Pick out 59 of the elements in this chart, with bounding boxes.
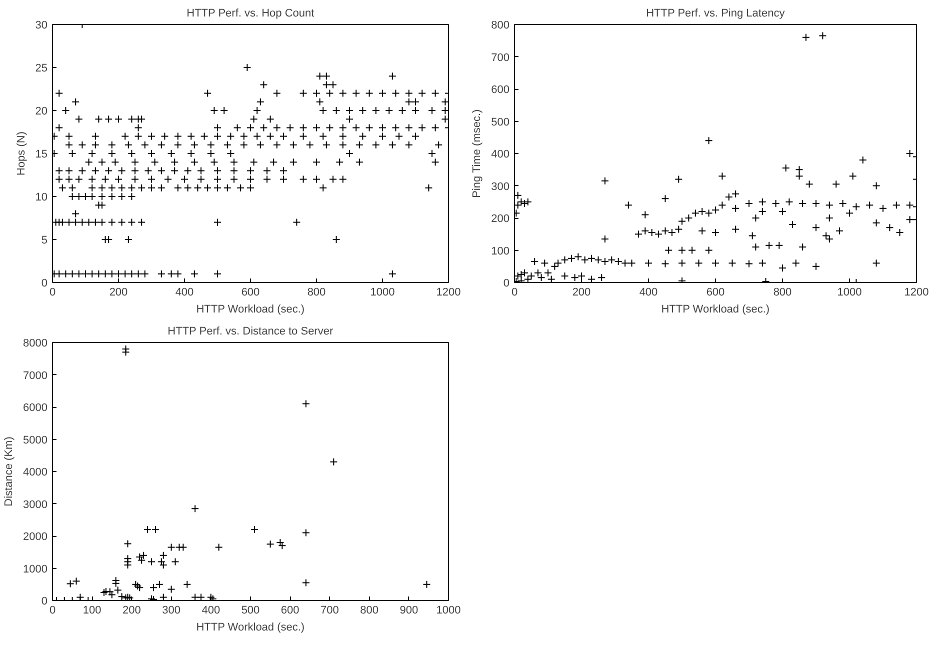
x-tick-label: 1000 <box>436 604 461 616</box>
chart-title: HTTP Perf. vs. Ping Latency <box>646 8 786 20</box>
y-tick-label: 8000 <box>23 338 48 350</box>
y-tick-label: 400 <box>491 148 510 160</box>
x-tick-label: 1200 <box>436 286 461 298</box>
x-tick-label: 500 <box>241 604 260 616</box>
y-tick-label: 4000 <box>23 466 48 478</box>
y-tick-label: 300 <box>491 180 510 193</box>
x-axis-title: HTTP Workload (sec.) <box>661 304 770 316</box>
x-tick-label: 200 <box>122 604 141 616</box>
y-tick-label: 1000 <box>23 563 48 576</box>
x-tick-label: 800 <box>307 286 326 298</box>
x-tick-label: 400 <box>175 286 194 298</box>
y-tick-label: 3000 <box>23 498 48 511</box>
y-tick-label: 800 <box>491 20 510 32</box>
y-tick-label: 15 <box>35 148 48 160</box>
x-tick-label: 600 <box>280 604 300 616</box>
x-tick-label: 300 <box>162 604 180 616</box>
x-axis-title: HTTP Workload (sec.) <box>196 622 305 634</box>
y-tick-label: 6000 <box>23 402 48 414</box>
y-tick-label: 600 <box>491 84 510 96</box>
y-tick-label: 5000 <box>23 434 48 446</box>
x-tick-label: 1200 <box>904 286 929 298</box>
x-tick-label: 200 <box>572 286 591 298</box>
x-tick-label: 800 <box>360 604 378 616</box>
y-tick-label: 0 <box>503 278 510 290</box>
y-tick-label: 2000 <box>23 531 48 543</box>
y-tick-label: 7000 <box>23 370 48 382</box>
y-axis-title: Ping Time (msec.) <box>471 109 484 198</box>
x-tick-label: 0 <box>49 604 56 616</box>
y-tick-label: 30 <box>35 20 48 32</box>
y-tick-label: 0 <box>41 596 48 608</box>
x-tick-label: 600 <box>706 286 725 298</box>
x-tick-label: 600 <box>241 286 260 298</box>
x-tick-label: 1000 <box>837 286 862 298</box>
x-axis-title: HTTP Workload (sec.) <box>196 304 305 316</box>
y-tick-label: 25 <box>35 62 48 74</box>
y-tick-label: 200 <box>491 213 510 225</box>
x-tick-label: 400 <box>202 604 220 616</box>
chart-title: HTTP Perf. vs. Distance to Server <box>168 326 334 338</box>
y-axis-title: Distance (Km) <box>3 436 16 506</box>
chart-title: HTTP Perf. vs. Hop Count <box>186 8 314 20</box>
x-tick-label: 700 <box>320 604 339 616</box>
x-tick-label: 1000 <box>370 286 395 298</box>
y-tick-label: 10 <box>35 192 48 204</box>
x-tick-label: 400 <box>639 286 658 298</box>
y-tick-label: 100 <box>491 245 510 258</box>
x-tick-label: 0 <box>511 286 518 298</box>
y-tick-label: 500 <box>491 116 510 128</box>
y-tick-label: 700 <box>491 52 510 64</box>
x-tick-label: 900 <box>400 604 418 616</box>
y-tick-label: 0 <box>41 278 48 290</box>
y-axis-title: Hops (N) <box>15 131 28 176</box>
y-tick-label: 5 <box>41 234 48 246</box>
x-tick-label: 0 <box>49 286 56 298</box>
x-tick-label: 800 <box>773 286 792 298</box>
x-tick-label: 100 <box>82 604 102 616</box>
x-tick-label: 200 <box>109 286 128 298</box>
y-tick-label: 20 <box>35 106 48 118</box>
